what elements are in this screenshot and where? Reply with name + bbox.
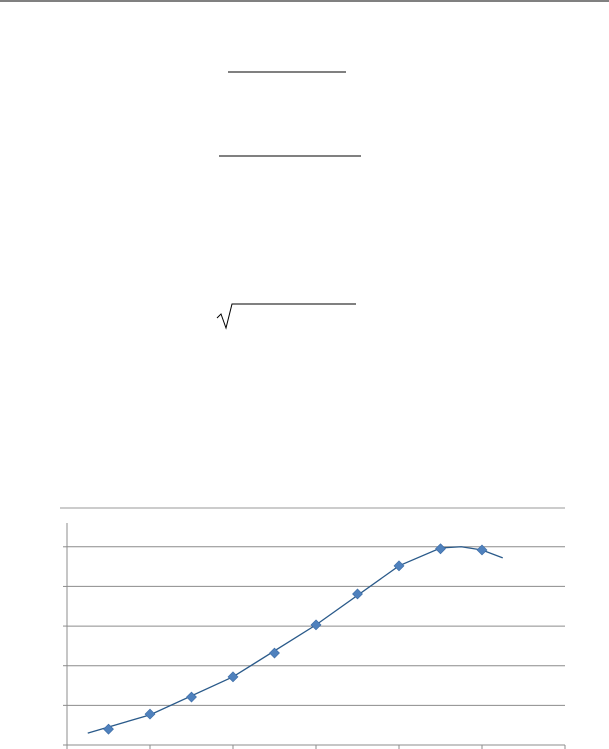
chart [63, 523, 566, 749]
radical-sign [216, 303, 356, 330]
data-point [227, 671, 239, 683]
data-point [144, 708, 156, 720]
data-point [435, 543, 446, 555]
data-point [476, 544, 488, 556]
data-point [186, 691, 197, 703]
data-point [393, 560, 405, 572]
data-point [269, 647, 280, 659]
data-point [103, 723, 114, 735]
data-point [352, 588, 363, 600]
data-point [310, 619, 322, 631]
